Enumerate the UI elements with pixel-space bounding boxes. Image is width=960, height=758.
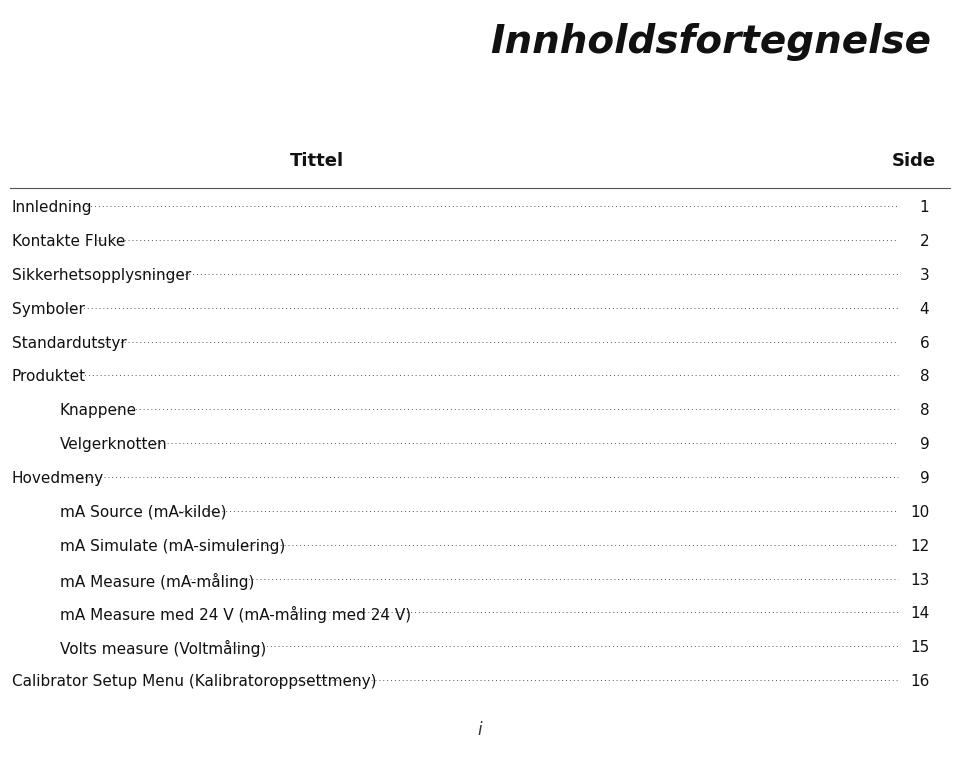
Text: Calibrator Setup Menu (Kalibratoroppsettmeny): Calibrator Setup Menu (Kalibratoroppsett… [12,674,376,689]
Text: 10: 10 [910,505,929,520]
Text: 9: 9 [920,471,929,486]
Text: 8: 8 [920,369,929,384]
Text: Volts measure (Voltmåling): Volts measure (Voltmåling) [60,641,266,657]
Text: 8: 8 [920,403,929,418]
Text: Velgerknotten: Velgerknotten [60,437,167,452]
Text: 9: 9 [920,437,929,452]
Text: 1: 1 [920,200,929,215]
Text: mA Simulate (mA-simulering): mA Simulate (mA-simulering) [60,539,285,553]
Text: 13: 13 [910,572,929,587]
Text: 14: 14 [910,606,929,622]
Text: Standardutstyr: Standardutstyr [12,336,127,350]
Text: mA Measure (mA-måling): mA Measure (mA-måling) [60,572,253,590]
Text: i: i [478,721,482,739]
Text: 3: 3 [920,268,929,283]
Text: 4: 4 [920,302,929,317]
Text: mA Source (mA-kilde): mA Source (mA-kilde) [60,505,226,520]
Text: Innholdsfortegnelse: Innholdsfortegnelse [491,23,931,61]
Text: Produktet: Produktet [12,369,85,384]
Text: 12: 12 [910,539,929,553]
Text: Hovedmeny: Hovedmeny [12,471,104,486]
Text: 2: 2 [920,234,929,249]
Text: Sikkerhetsopplysninger: Sikkerhetsopplysninger [12,268,191,283]
Text: 15: 15 [910,641,929,655]
Text: Tittel: Tittel [290,152,344,170]
Text: 6: 6 [920,336,929,350]
Text: Innledning: Innledning [12,200,92,215]
Text: Symboler: Symboler [12,302,84,317]
Text: Knappene: Knappene [60,403,136,418]
Text: 16: 16 [910,674,929,689]
Text: Kontakte Fluke: Kontakte Fluke [12,234,125,249]
Text: Side: Side [892,152,936,170]
Text: mA Measure med 24 V (mA-måling med 24 V): mA Measure med 24 V (mA-måling med 24 V) [60,606,411,623]
